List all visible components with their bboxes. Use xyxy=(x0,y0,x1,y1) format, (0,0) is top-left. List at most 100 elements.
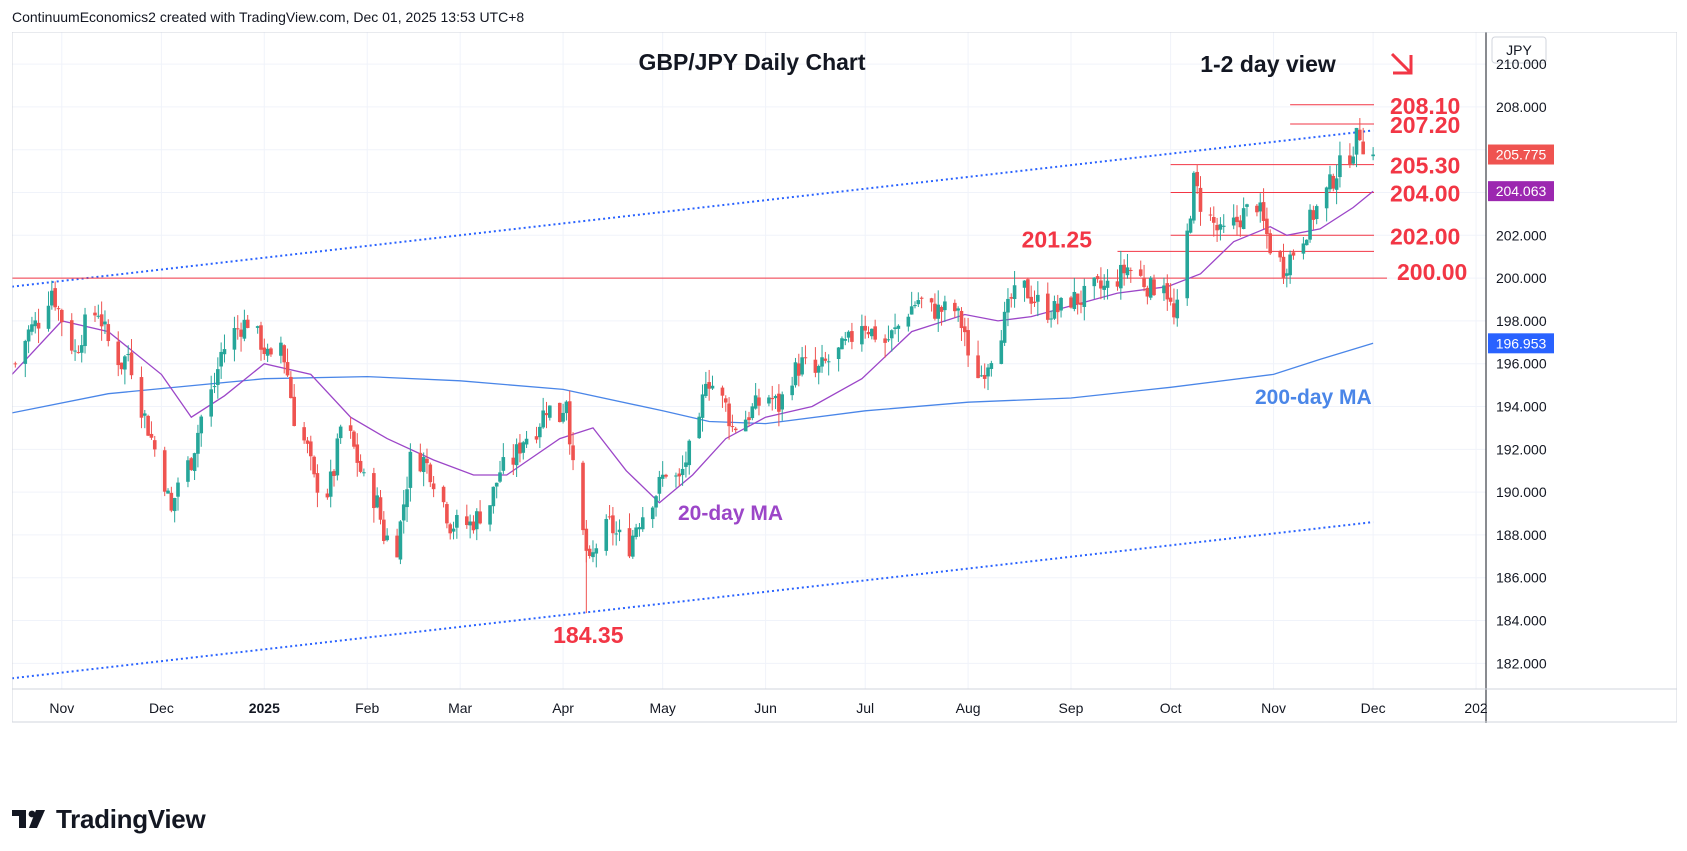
candle-body xyxy=(1185,230,1190,299)
candle-body xyxy=(511,457,516,465)
time-tick-label: May xyxy=(649,700,675,716)
candle-body xyxy=(823,358,828,361)
candle-body xyxy=(385,535,389,541)
candle-body xyxy=(1245,204,1249,207)
candle-body xyxy=(209,389,213,417)
candle-body xyxy=(1026,279,1030,299)
candle-body xyxy=(69,320,74,351)
candle-body xyxy=(1348,155,1352,166)
candle-body xyxy=(846,331,851,338)
candle-body xyxy=(1036,294,1040,302)
candle-body xyxy=(474,511,479,530)
candle-body xyxy=(524,438,529,445)
candle-body xyxy=(162,450,167,492)
candle-body xyxy=(796,363,801,376)
candle-body xyxy=(820,357,824,367)
candle-body xyxy=(445,504,449,524)
candle-body xyxy=(750,406,755,419)
time-tick-label: Oct xyxy=(1160,700,1182,716)
level-label-201.25: 201.25 xyxy=(1022,226,1093,252)
candle-body xyxy=(976,355,980,379)
candle-body xyxy=(979,375,984,377)
candle-body xyxy=(269,348,273,355)
candle-body xyxy=(83,314,87,347)
ma20-label: 20-day MA xyxy=(678,502,783,525)
candle-body xyxy=(803,357,808,359)
candle-body xyxy=(627,528,632,557)
candle-body xyxy=(1334,178,1339,190)
candle-body xyxy=(46,305,51,329)
candle-body xyxy=(129,352,134,376)
candle-body xyxy=(1288,254,1292,276)
candle-body xyxy=(421,456,426,473)
time-tick-label: Jul xyxy=(856,700,874,716)
chart-frame[interactable]: 208.10 207.20 205.30 204.00 202.00 201.25 200.… xyxy=(11,31,1678,792)
candle-body xyxy=(169,492,174,511)
candle-body xyxy=(199,416,204,434)
candle-body xyxy=(302,427,306,441)
candle-body xyxy=(93,312,97,316)
price-tick-label: 200.000 xyxy=(1496,270,1547,286)
candle-body xyxy=(405,489,409,508)
candle-body xyxy=(684,462,688,467)
candle-body xyxy=(594,548,599,554)
candle-body xyxy=(1211,217,1216,223)
candle-body xyxy=(704,383,708,396)
candle-body xyxy=(53,288,57,308)
candle-body xyxy=(518,442,522,454)
candle-body xyxy=(425,458,429,464)
candle-body xyxy=(1122,264,1126,274)
candle-body xyxy=(358,460,363,472)
candle-body xyxy=(348,425,353,431)
candle-body xyxy=(1331,175,1336,189)
candle-body xyxy=(1281,256,1286,278)
candle-body xyxy=(534,436,539,440)
candle-body xyxy=(1291,252,1296,256)
candle-body xyxy=(873,326,877,340)
candle-body xyxy=(906,316,911,327)
candle-body xyxy=(186,460,190,482)
candle-body xyxy=(176,482,180,497)
candle-body xyxy=(99,314,104,327)
candle-body xyxy=(1125,267,1130,276)
price-badge-label-ma20: 204.063 xyxy=(1496,183,1547,199)
candle-body xyxy=(1069,297,1073,308)
candle-body xyxy=(1371,154,1375,157)
candle-body xyxy=(441,486,446,503)
candle-body xyxy=(962,326,967,333)
candle-body xyxy=(56,308,61,310)
candle-body xyxy=(79,345,84,353)
candle-body xyxy=(328,471,333,497)
candle-body xyxy=(1115,281,1120,287)
chart-subtitle: 1-2 day view xyxy=(1200,51,1336,77)
candle-body xyxy=(733,428,738,431)
candle-body xyxy=(780,394,784,410)
candle-body xyxy=(1138,269,1143,276)
candle-body xyxy=(494,482,499,487)
candle-body xyxy=(50,290,54,306)
candle-body xyxy=(956,308,960,311)
candle-body xyxy=(591,552,595,558)
candle-body xyxy=(773,395,778,399)
candle-body xyxy=(982,374,987,379)
candle-body xyxy=(23,340,28,364)
candle-body xyxy=(1082,285,1087,307)
candle-body xyxy=(242,319,247,339)
candle-body xyxy=(33,320,38,327)
candle-body xyxy=(1314,206,1319,220)
candle-body xyxy=(192,453,197,472)
candle-body xyxy=(232,328,237,350)
candle-body xyxy=(305,440,310,444)
candle-body xyxy=(1165,283,1170,300)
axes: JPY210.000208.000206.000204.000202.00020… xyxy=(11,31,1678,723)
candle-body xyxy=(312,456,316,475)
candle-body xyxy=(1324,187,1329,209)
candle-body xyxy=(1278,251,1282,258)
time-tick-label: Dec xyxy=(1361,700,1386,716)
time-tick-label: Nov xyxy=(1261,700,1286,716)
candle-body xyxy=(222,349,227,355)
price-badge-ma200 xyxy=(1488,333,1554,354)
candle-body xyxy=(1258,202,1263,212)
tradingview-brand: TradingView xyxy=(56,803,206,834)
